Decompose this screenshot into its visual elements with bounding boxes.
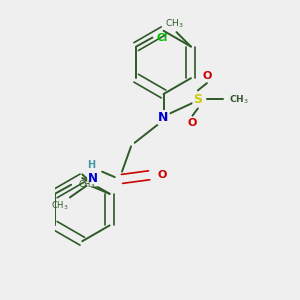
Text: S: S	[194, 93, 202, 106]
Text: CH$_3$: CH$_3$	[78, 178, 96, 191]
Text: CH$_3$: CH$_3$	[50, 199, 68, 212]
Text: H: H	[87, 160, 95, 170]
Text: O: O	[157, 170, 167, 180]
Text: O: O	[202, 71, 212, 81]
Text: N: N	[158, 111, 169, 124]
Text: O: O	[188, 118, 197, 128]
Text: CH$_3$: CH$_3$	[229, 93, 248, 106]
Text: Cl: Cl	[156, 33, 167, 43]
Text: CH$_3$: CH$_3$	[165, 18, 184, 30]
Text: N: N	[88, 172, 98, 185]
